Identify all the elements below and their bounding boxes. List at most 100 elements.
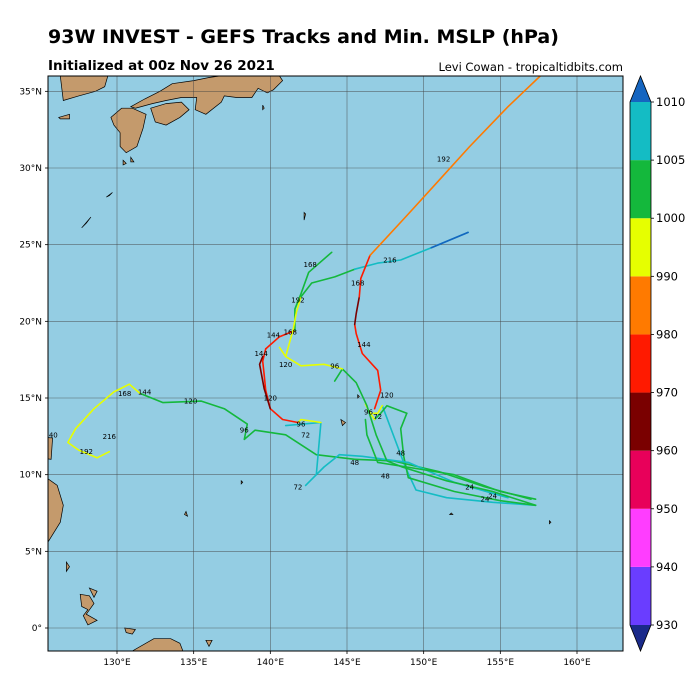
forecast-hour-label: 48: [396, 450, 405, 458]
colorbar-tick-label: 950: [656, 502, 678, 516]
forecast-hour-label: 72: [293, 483, 302, 491]
colorbar-under-extension: [630, 625, 651, 651]
forecast-hour-label: 144: [267, 332, 281, 340]
colorbar-swatch: [630, 218, 651, 277]
colorbar-tick-label: 930: [656, 618, 678, 632]
forecast-hour-labels: 2448729624487296120144168192216240729612…: [48, 155, 498, 504]
track-segment: [364, 418, 537, 501]
map-frame: [47, 75, 624, 652]
land-amami: [106, 192, 113, 198]
colorbar-swatch: [630, 160, 651, 219]
forecast-hour-label: 120: [279, 361, 292, 369]
ensemble-tracks: [67, 76, 542, 507]
colorbar-tick-label: 1000: [656, 211, 685, 225]
land-talaud: [66, 560, 70, 573]
forecast-hour-label: 120: [380, 391, 393, 399]
latitude-tick-label: 15°N: [19, 394, 42, 404]
land-mindanao: [48, 478, 64, 543]
colorbar-tick-label: 970: [656, 386, 678, 400]
track-segment: [300, 268, 356, 298]
forecast-hour-label: 168: [304, 261, 317, 269]
colorbar-swatch: [630, 276, 651, 335]
land-tanegashima: [130, 156, 135, 163]
longitude-tick-label: 150°E: [410, 658, 438, 668]
forecast-hour-label: 168: [118, 390, 131, 398]
forecast-hour-label: 216: [103, 433, 117, 441]
track-segment: [373, 404, 408, 421]
latitude-tick-label: 10°N: [19, 471, 42, 481]
land-morotai: [88, 587, 98, 599]
latitude-tick-label: 25°N: [19, 241, 42, 251]
forecast-hour-label: 120: [184, 398, 197, 406]
track-segment: [284, 421, 341, 487]
land-japan-honshu: [129, 76, 284, 115]
colorbar-over-extension: [630, 76, 651, 102]
colorbar-swatch: [630, 334, 651, 393]
forecast-hour-label: 168: [351, 280, 364, 288]
author-credit: Levi Cowan - tropicaltidbits.com: [438, 60, 624, 74]
colorbar-swatch: [630, 450, 651, 509]
colorbar-swatch: [630, 102, 651, 161]
track-segment: [369, 76, 542, 257]
longitude-tick-label: 140°E: [257, 658, 285, 668]
colorbar-tick-label: 960: [656, 444, 678, 458]
latitude-tick-label: 0°: [32, 624, 42, 634]
track-segment: [353, 295, 361, 326]
land-waigeo: [124, 627, 137, 635]
land-japan-kyushu: [110, 107, 147, 154]
ensemble-member-track: [278, 231, 537, 507]
forecast-hour-label: 168: [284, 329, 297, 337]
forecast-hour-label: 96: [330, 362, 339, 370]
land-luzon: [0, 343, 25, 435]
track-segment: [333, 368, 537, 507]
forecast-hour-label: 48: [381, 473, 390, 481]
forecast-hour-label: 144: [357, 341, 371, 349]
land-korea-south: [59, 76, 109, 101]
land-japan-shikoku: [150, 101, 190, 126]
land-halmahera: [79, 593, 98, 626]
forecast-hour-label: 72: [301, 431, 310, 439]
land-jeju: [58, 113, 70, 120]
colorbar-tick-label: 940: [656, 560, 678, 574]
latitude-ticks: 0° 5°N 10°N 15°N 20°N 25°N 30°N 35°N: [19, 87, 48, 634]
track-segment: [430, 231, 469, 249]
latitude-tick-label: 35°N: [19, 87, 42, 97]
longitude-tick-label: 135°E: [180, 658, 208, 668]
land-biak: [205, 639, 213, 648]
colorbar-tick-label: 1010: [656, 95, 685, 109]
track-segment: [372, 404, 384, 415]
colorbar-tick-label: 990: [656, 269, 678, 283]
forecast-hour-label: 96: [364, 408, 373, 416]
land-catanduanes: [25, 415, 31, 421]
longitude-tick-label: 145°E: [333, 658, 361, 668]
forecast-hour-label: 96: [297, 421, 306, 429]
track-segment: [258, 355, 272, 410]
land-yap: [240, 479, 244, 485]
forecast-hour-label: 216: [383, 257, 397, 265]
colorbar-swatch: [630, 566, 651, 625]
page-title: 93W INVEST - GEFS Tracks and Min. MSLP (…: [48, 26, 559, 48]
land-bonin: [303, 211, 306, 221]
track-segment: [284, 295, 302, 358]
latitude-tick-label: 30°N: [19, 164, 42, 174]
forecast-hour-label: 24: [481, 496, 490, 504]
forecast-hour-label: 192: [291, 296, 304, 304]
forecast-hour-label: 192: [80, 448, 93, 456]
land-samar: [48, 437, 53, 460]
forecast-hour-label: 24: [465, 483, 474, 491]
track-segment: [399, 412, 537, 507]
ensemble-member-track: [353, 76, 542, 501]
forecast-hour-label: 144: [138, 388, 152, 396]
track-segment: [381, 404, 537, 507]
longitude-tick-label: 160°E: [563, 658, 591, 668]
latitude-tick-label: 20°N: [19, 317, 42, 327]
track-segment: [278, 346, 344, 370]
forecast-hour-label: 192: [437, 155, 450, 163]
track-segment: [67, 383, 141, 459]
forecast-hour-label: 120: [264, 395, 277, 403]
land-okinawa: [81, 216, 92, 229]
forecast-hour-label: 24: [488, 493, 497, 501]
land-layer: [0, 76, 552, 651]
track-segment: [139, 392, 356, 461]
